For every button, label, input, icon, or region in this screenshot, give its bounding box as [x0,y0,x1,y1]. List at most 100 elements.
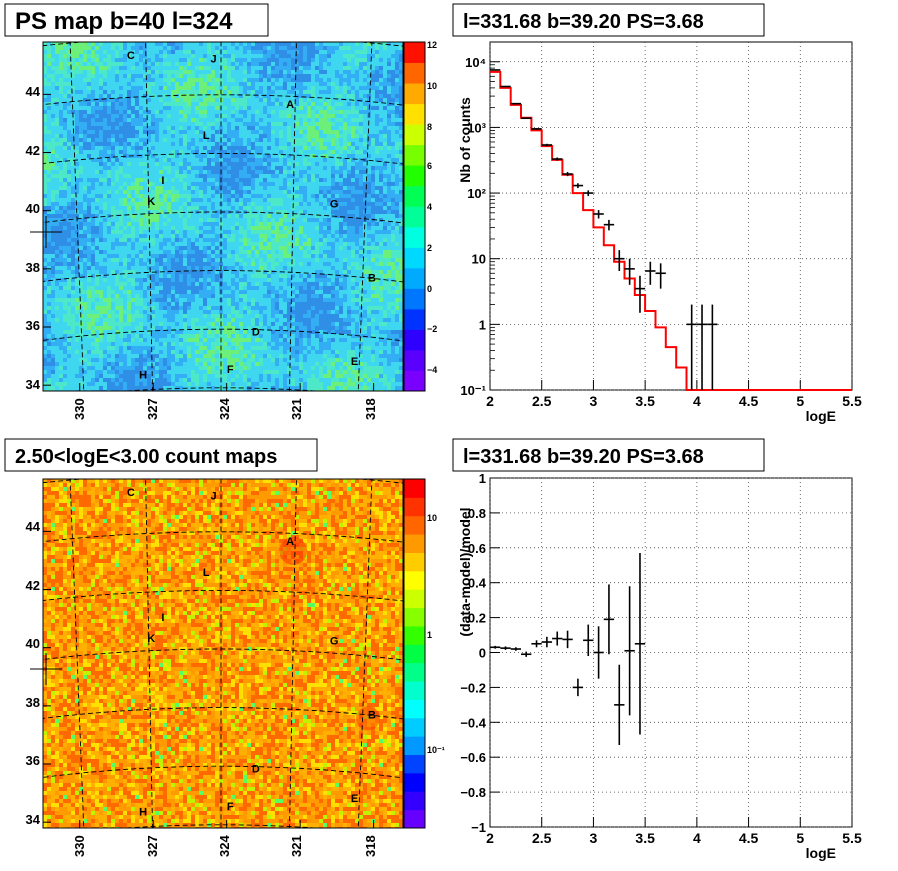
map-pixel [175,154,179,158]
map-pixel [371,354,375,358]
map-pixel [135,326,139,330]
map-pixel [283,378,287,382]
map-pixel [331,198,335,202]
map-pixel [163,274,167,278]
map-pixel [79,483,83,487]
map-pixel [243,122,247,126]
map-pixel [183,186,187,190]
map-pixel [131,78,135,82]
map-pixel [107,154,111,158]
map-pixel [111,46,115,50]
map-pixel [363,190,367,194]
map-pixel [327,106,331,110]
map-pixel [335,314,339,318]
map-pixel [171,198,175,202]
map-pixel [247,238,251,242]
map-pixel [215,222,219,226]
map-pixel [299,479,303,483]
map-pixel [303,162,307,166]
map-pixel [319,138,323,142]
map-pixel [359,250,363,254]
map-pixel [163,46,167,50]
map-pixel [215,166,219,170]
map-pixel [43,66,47,70]
map-pixel [251,318,255,322]
map-pixel [255,242,259,246]
map-pixel [43,82,47,86]
map-pixel [103,302,107,306]
map-pixel [75,142,79,146]
map-pixel [75,242,79,246]
map-pixel [383,282,387,286]
map-pixel [99,370,103,374]
map-pixel [239,370,243,374]
map-pixel [231,130,235,134]
map-pixel [131,90,135,94]
map-pixel [87,146,91,150]
map-pixel [323,282,327,286]
map-pixel [307,46,311,50]
map-pixel [303,158,307,162]
map-pixel [271,386,275,390]
map-pixel [223,194,227,198]
map-pixel [219,150,223,154]
map-pixel [55,154,59,158]
map-pixel [163,138,167,142]
map-pixel [391,270,395,274]
map-pixel [179,118,183,122]
map-pixel [235,134,239,138]
map-pixel [235,270,239,274]
map-pixel [251,126,255,130]
map-pixel [43,194,47,198]
map-pixel [239,334,243,338]
map-pixel [359,50,363,54]
map-pixel [171,242,175,246]
map-pixel [55,190,59,194]
map-pixel [207,138,211,142]
map-pixel [227,158,231,162]
map-pixel [155,338,159,342]
map-pixel [183,491,187,495]
map-pixel [219,334,223,338]
map-pixel [263,62,267,66]
map-pixel [271,182,275,186]
map-pixel [375,90,379,94]
map-pixel [175,286,179,290]
map-pixel [339,194,343,198]
map-pixel [67,266,71,270]
map-pixel [75,483,79,487]
map-pixel [371,370,375,374]
map-pixel [331,150,335,154]
map-pixel [199,194,203,198]
map-pixel [175,190,179,194]
map-pixel [123,42,127,46]
map-pixel [347,194,351,198]
map-pixel [43,206,47,210]
map-pixel [379,186,383,190]
map-pixel [335,142,339,146]
map-pixel [223,378,227,382]
map-pixel [327,150,331,154]
map-pixel [379,290,383,294]
map-pixel [143,278,147,282]
map-pixel [315,74,319,78]
map-pixel [207,102,211,106]
map-pixel [111,491,115,495]
map-pixel [251,230,255,234]
map-pixel [223,158,227,162]
map-pixel [95,118,99,122]
map-pixel [67,138,71,142]
map-pixel [187,246,191,250]
map-pixel [91,74,95,78]
map-pixel [63,82,67,86]
map-pixel [235,334,239,338]
map-pixel [263,226,267,230]
map-pixel [355,194,359,198]
map-pixel [79,495,83,499]
map-pixel [203,154,207,158]
map-pixel [139,487,143,491]
map-pixel [239,154,243,158]
map-pixel [371,234,375,238]
map-pixel [343,206,347,210]
map-pixel [111,150,115,154]
